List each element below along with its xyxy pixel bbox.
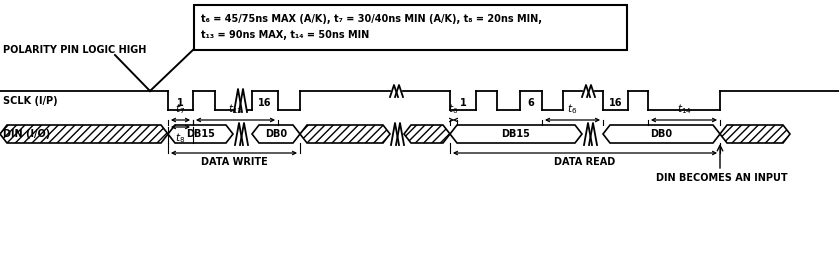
- Polygon shape: [603, 125, 720, 143]
- FancyBboxPatch shape: [194, 4, 627, 49]
- Text: DB15: DB15: [502, 129, 530, 139]
- Text: DB0: DB0: [650, 129, 673, 139]
- Polygon shape: [300, 125, 390, 143]
- Text: 6: 6: [528, 98, 534, 108]
- Text: 16: 16: [609, 98, 623, 108]
- Polygon shape: [720, 125, 790, 143]
- Text: $t_{13}$: $t_{13}$: [228, 102, 242, 116]
- Text: DB15: DB15: [186, 129, 215, 139]
- Text: $t_8$: $t_8$: [175, 131, 185, 145]
- Text: $t_6$: $t_6$: [567, 102, 577, 116]
- Text: $t_6$: $t_6$: [448, 102, 459, 116]
- Text: t₁₃ = 90ns MAX, t₁₄ = 50ns MIN: t₁₃ = 90ns MAX, t₁₄ = 50ns MIN: [201, 30, 369, 40]
- Text: DATA READ: DATA READ: [555, 157, 616, 167]
- Text: DB0: DB0: [265, 129, 287, 139]
- Polygon shape: [404, 125, 450, 143]
- Polygon shape: [0, 125, 168, 143]
- Text: 1: 1: [460, 98, 466, 108]
- Text: $t_{14}$: $t_{14}$: [676, 102, 691, 116]
- Text: 1: 1: [177, 98, 184, 108]
- Text: DIN BECOMES AN INPUT: DIN BECOMES AN INPUT: [656, 173, 788, 183]
- Text: t₆ = 45/75ns MAX (A/K), t₇ = 30/40ns MIN (A/K), t₈ = 20ns MIN,: t₆ = 45/75ns MAX (A/K), t₇ = 30/40ns MIN…: [201, 14, 542, 24]
- Text: SCLK (I/P): SCLK (I/P): [3, 96, 58, 105]
- Text: DATA WRITE: DATA WRITE: [201, 157, 268, 167]
- Polygon shape: [450, 125, 582, 143]
- Polygon shape: [168, 125, 233, 143]
- Text: 16: 16: [258, 98, 272, 108]
- Text: POLARITY PIN LOGIC HIGH: POLARITY PIN LOGIC HIGH: [3, 45, 146, 55]
- Text: DIN (I/O): DIN (I/O): [3, 129, 50, 139]
- Text: $t_7$: $t_7$: [175, 102, 185, 116]
- Polygon shape: [252, 125, 300, 143]
